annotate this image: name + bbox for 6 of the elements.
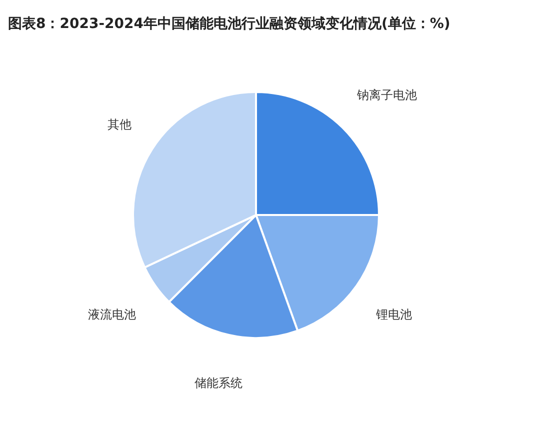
slice-label: 钠离子电池 [356, 88, 417, 102]
chart-title: 图表8：2023-2024年中国储能电池行业融资领域变化情况(单位：%) [8, 15, 450, 32]
slice-label: 锂电池 [374, 307, 412, 322]
slice-label: 其他 [108, 117, 132, 132]
slice-label: 液流电池 [88, 307, 136, 322]
slice-label: 储能系统 [194, 376, 243, 390]
